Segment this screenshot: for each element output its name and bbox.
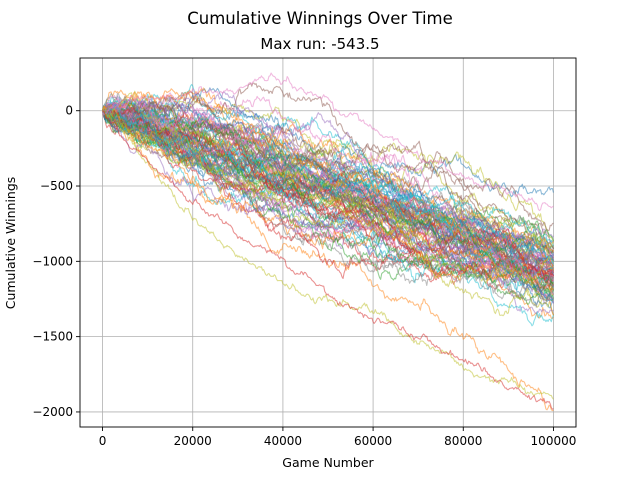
x-tick-label: 60000: [354, 434, 392, 448]
series-line: [102, 72, 554, 212]
series-line: [102, 110, 554, 412]
chart-title: Cumulative Winnings Over Time: [187, 9, 453, 28]
series-line: [102, 91, 554, 241]
series-line: [102, 109, 554, 281]
plot-frame: [79, 57, 577, 428]
series-line: [102, 110, 554, 410]
series-line: [102, 102, 554, 254]
series-line: [102, 104, 554, 302]
series-line: [102, 110, 554, 400]
y-axis-ticks: 0 −500 −1000 −1500 −2000: [32, 104, 80, 419]
series-line: [102, 95, 554, 291]
y-axis-label: Cumulative Winnings: [3, 177, 18, 310]
x-tick-label: 40000: [264, 434, 302, 448]
series-line: [102, 100, 554, 290]
series-line: [102, 98, 554, 317]
y-tick-label: −1500: [32, 330, 73, 344]
chart-subtitle: Max run: -543.5: [260, 35, 379, 53]
series-line: [102, 91, 554, 250]
x-axis-label: Game Number: [282, 455, 374, 470]
series-line: [102, 107, 554, 276]
y-tick-label: −1000: [32, 254, 73, 268]
series-line: [102, 107, 554, 280]
series-line: [102, 103, 554, 259]
y-tick-label: 0: [65, 104, 73, 118]
series-line: [102, 82, 554, 232]
series-line: [102, 105, 554, 290]
series-line: [102, 98, 554, 264]
x-tick-label: 0: [99, 434, 107, 448]
series-line: [102, 104, 554, 263]
series-line: [102, 108, 554, 273]
series-group: [102, 72, 554, 412]
x-tick-label: 80000: [444, 434, 482, 448]
x-axis-ticks: 0 20000 40000 60000 80000 100000: [99, 427, 577, 448]
y-tick-label: −2000: [32, 405, 73, 419]
x-tick-label: 20000: [174, 434, 212, 448]
series-line: [102, 107, 554, 284]
y-tick-label: −500: [40, 179, 73, 193]
series-line: [102, 110, 554, 290]
x-tick-label: 100000: [531, 434, 577, 448]
